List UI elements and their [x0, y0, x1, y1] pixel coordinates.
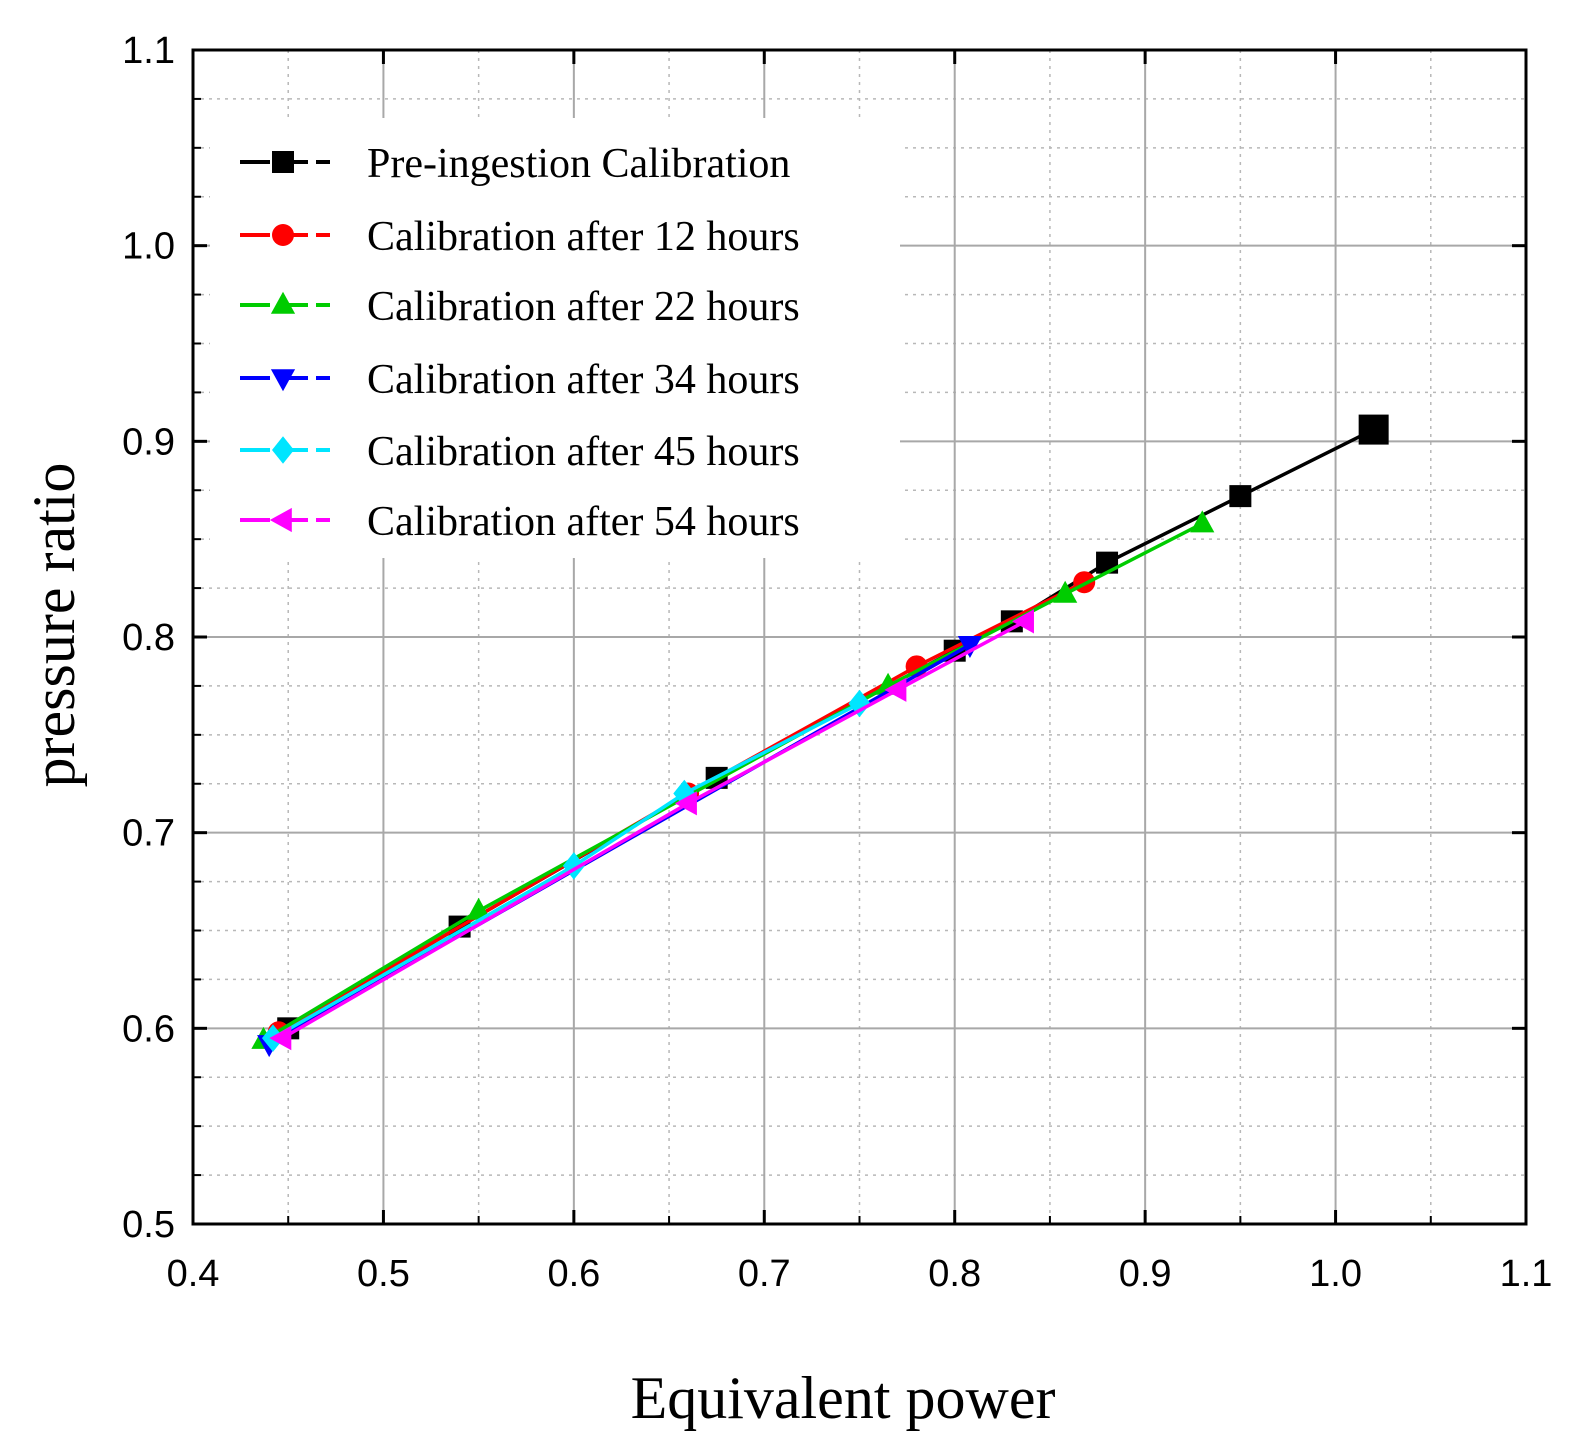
data-point — [1053, 580, 1078, 603]
legend-label: Calibration after 12 hours — [367, 214, 800, 260]
series-line — [272, 701, 861, 1040]
legend-label: Pre-ingestion Calibration — [367, 141, 790, 187]
data-point — [1229, 485, 1252, 508]
series-group — [269, 609, 1034, 1051]
legend-label: Calibration after 22 hours — [367, 284, 800, 330]
series-layer — [251, 414, 1389, 1058]
y-axis-title: pressure ratio — [21, 463, 87, 788]
legend-swatch-marker — [272, 436, 294, 464]
x-tick-label: 0.6 — [547, 1253, 600, 1295]
y-tick-label: 0.7 — [122, 813, 175, 855]
x-tick-label: 0.5 — [357, 1253, 410, 1295]
legend-swatch-marker — [270, 369, 296, 392]
data-point — [848, 689, 871, 718]
data-point — [1011, 609, 1034, 634]
x-tick-label: 1.1 — [1500, 1253, 1553, 1295]
y-tick-label: 1.0 — [122, 226, 175, 268]
y-tick-label: 0.5 — [122, 1204, 175, 1246]
y-tick-label: 0.8 — [122, 617, 175, 659]
x-tick-label: 0.9 — [1119, 1253, 1172, 1295]
ticks: 0.4 0.5 0.6 0.7 0.8 0.9 1.0 1.1 0.5 0.6 0.7 0.8 0.9 1… — [122, 30, 1552, 1295]
data-point — [1190, 510, 1215, 533]
x-axis-title: Equivalent power — [631, 1365, 1056, 1431]
data-point — [466, 897, 491, 920]
series-line — [281, 619, 1027, 1040]
y-tick-label: 1.1 — [122, 30, 175, 72]
data-point — [674, 791, 697, 816]
y-tick-label: 0.6 — [122, 1008, 175, 1050]
y-tick-label: 0.9 — [122, 421, 175, 463]
data-point — [1358, 414, 1389, 445]
legend-label: Calibration after 34 hours — [367, 357, 800, 403]
legend-swatch-marker — [270, 291, 296, 314]
data-point — [269, 1026, 292, 1051]
data-point — [884, 677, 907, 702]
legend-label: Calibration after 54 hours — [367, 499, 800, 545]
legend-swatch-marker — [272, 224, 294, 246]
x-tick-label: 1.0 — [1309, 1253, 1362, 1295]
legend-label: Calibration after 45 hours — [367, 429, 800, 475]
x-tick-label: 0.7 — [738, 1253, 791, 1295]
x-tick-label: 0.4 — [167, 1253, 220, 1295]
legend: Pre-ingestion Calibration Calibration aft… — [240, 141, 800, 545]
legend-box — [210, 118, 900, 558]
legend-swatch-marker — [269, 507, 292, 533]
legend-swatch-marker — [272, 151, 294, 173]
data-point — [957, 636, 983, 659]
series-group — [261, 689, 871, 1052]
x-tick-label: 0.8 — [928, 1253, 981, 1295]
